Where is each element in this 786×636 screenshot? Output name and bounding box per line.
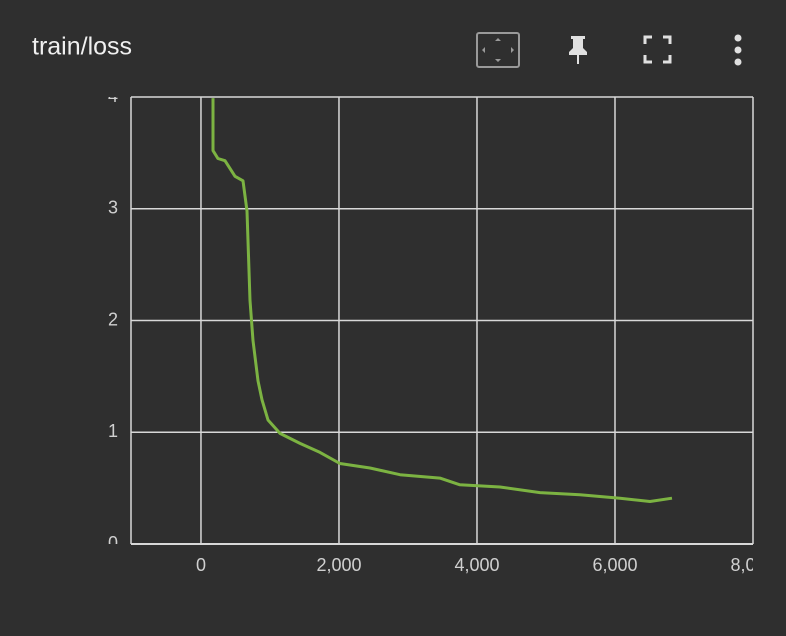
x-tick-label: 2,000 bbox=[316, 555, 361, 575]
pin-button[interactable] bbox=[569, 36, 587, 64]
x-axis: 0 2,000 4,000 6,000 8,000 bbox=[196, 555, 775, 575]
y-tick-label: 0 bbox=[108, 533, 118, 553]
fit-button[interactable] bbox=[476, 32, 520, 68]
grid bbox=[130, 96, 754, 545]
plot bbox=[211, 98, 673, 503]
y-tick-label: 4 bbox=[108, 86, 118, 106]
y-tick-label: 3 bbox=[108, 198, 118, 218]
x-tick-label: 0 bbox=[196, 555, 206, 575]
chart-title: train/loss bbox=[32, 33, 132, 61]
y-tick-label: 2 bbox=[108, 309, 118, 329]
menu-button[interactable] bbox=[734, 34, 742, 66]
x-tick-label: 6,000 bbox=[592, 555, 637, 575]
fullscreen-button[interactable] bbox=[643, 35, 672, 64]
y-tick-label: 1 bbox=[108, 421, 118, 441]
x-tick-label: 4,000 bbox=[454, 555, 499, 575]
loss-line bbox=[211, 98, 673, 503]
x-tick-label: 8,000 bbox=[730, 555, 775, 575]
y-axis: 0 1 2 3 4 bbox=[108, 86, 118, 553]
